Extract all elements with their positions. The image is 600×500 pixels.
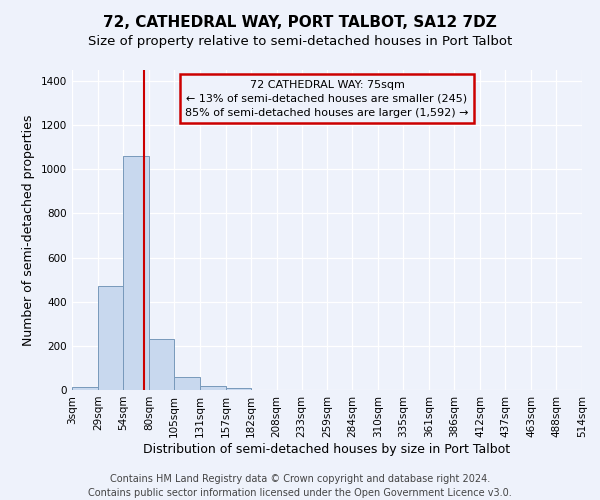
Bar xyxy=(200,386,226,390)
Bar xyxy=(226,388,251,390)
Bar xyxy=(98,286,123,390)
Text: Size of property relative to semi-detached houses in Port Talbot: Size of property relative to semi-detach… xyxy=(88,35,512,48)
Bar xyxy=(174,377,200,390)
Bar xyxy=(149,339,174,390)
Bar xyxy=(72,386,98,390)
Y-axis label: Number of semi-detached properties: Number of semi-detached properties xyxy=(22,114,35,346)
Text: Contains HM Land Registry data © Crown copyright and database right 2024.
Contai: Contains HM Land Registry data © Crown c… xyxy=(88,474,512,498)
Text: 72 CATHEDRAL WAY: 75sqm
← 13% of semi-detached houses are smaller (245)
85% of s: 72 CATHEDRAL WAY: 75sqm ← 13% of semi-de… xyxy=(185,80,469,118)
Bar xyxy=(123,156,149,390)
Text: 72, CATHEDRAL WAY, PORT TALBOT, SA12 7DZ: 72, CATHEDRAL WAY, PORT TALBOT, SA12 7DZ xyxy=(103,15,497,30)
X-axis label: Distribution of semi-detached houses by size in Port Talbot: Distribution of semi-detached houses by … xyxy=(143,442,511,456)
